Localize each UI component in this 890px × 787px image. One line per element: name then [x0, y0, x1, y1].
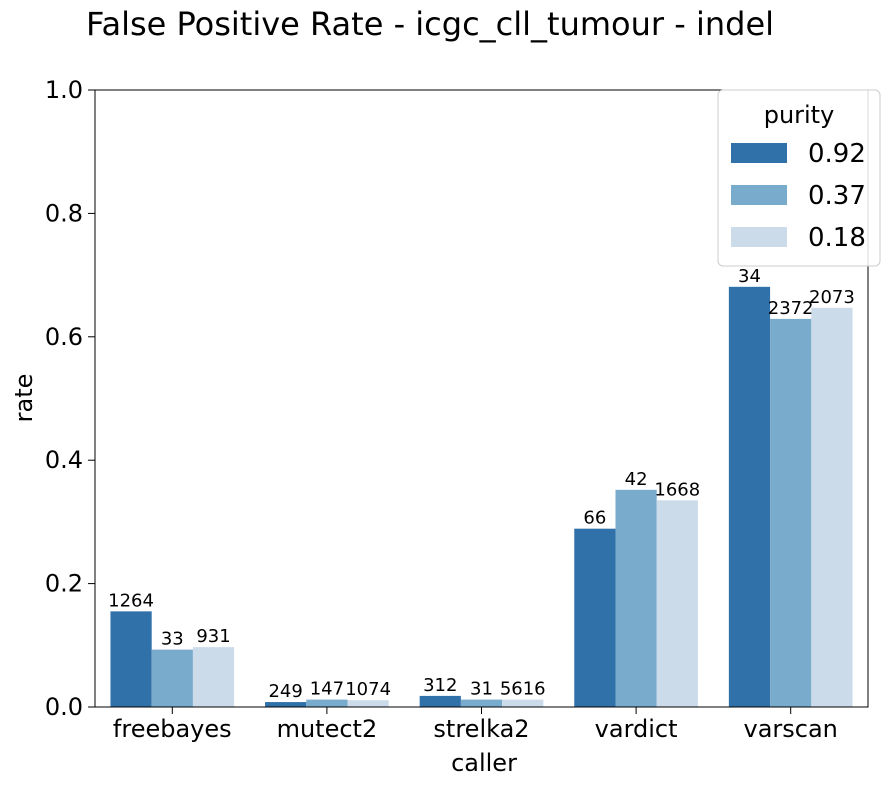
y-tick-label: 0.2	[45, 570, 83, 598]
legend: purity 0.92 0.37 0.18	[717, 89, 881, 267]
bar-data-label: 312	[423, 675, 457, 696]
bar-0.37-freebayes	[151, 649, 193, 707]
y-tick-label: 0.8	[45, 199, 83, 227]
bar-0.92-varscan	[728, 286, 771, 707]
legend-title: purity	[764, 101, 835, 129]
legend-swatch-0.37	[731, 185, 787, 205]
bar-data-label: 931	[196, 626, 230, 647]
x-tick-label: varscan	[743, 715, 837, 743]
y-tick-label: 0.4	[45, 446, 83, 474]
bar-0.18-vardict	[656, 500, 698, 707]
bar-0.92-mutect2	[265, 702, 307, 707]
bar-data-label: 31	[470, 679, 493, 700]
bar-data-label: 66	[583, 508, 606, 529]
plot-frame	[94, 89, 869, 708]
bar-0.37-vardict	[615, 489, 657, 707]
legend-swatch-0.92	[731, 143, 787, 163]
bar-0.37-mutect2	[306, 699, 348, 707]
legend-box	[717, 89, 881, 267]
x-tick-label: strelka2	[433, 715, 529, 743]
chart-title: False Positive Rate - icgc_cll_tumour - …	[86, 5, 774, 43]
bar-0.18-freebayes	[192, 647, 235, 707]
plot-area: 0.0 0.2 0.4 0.6 0.8 1.0 freebayes 1264 33 931 mute…	[45, 76, 855, 743]
legend-entry-label: 0.92	[808, 139, 866, 169]
bar-data-label: 249	[268, 681, 302, 702]
bar-data-label: 1264	[108, 590, 154, 611]
x-tick-label: mutect2	[277, 715, 378, 743]
legend-entry-label: 0.18	[808, 223, 866, 253]
x-tick-label: freebayes	[113, 715, 232, 743]
bar-0.92-vardict	[574, 528, 616, 707]
y-tick-label: 0.0	[45, 693, 83, 721]
x-axis-label: caller	[451, 749, 517, 777]
bar-data-label: 33	[161, 629, 184, 650]
legend-swatch-0.18	[731, 227, 787, 247]
bar-data-label: 1074	[345, 679, 391, 700]
bar-0.92-freebayes	[110, 611, 152, 707]
bar-data-label: 42	[625, 469, 648, 490]
y-tick-label: 0.6	[45, 323, 83, 351]
y-axis-label: rate	[10, 374, 38, 423]
bar-0.18-strelka2	[502, 699, 544, 707]
bar-0.18-mutect2	[347, 700, 389, 707]
bar-data-label: 2073	[809, 287, 855, 308]
bar-data-label: 34	[738, 266, 761, 287]
y-tick-label: 1.0	[45, 76, 83, 104]
bar-data-label: 2372	[768, 298, 814, 319]
bar-data-label: 1668	[654, 479, 700, 500]
bar-data-label: 147	[310, 679, 344, 700]
bar-0.92-strelka2	[419, 695, 461, 707]
legend-entry-label: 0.37	[808, 181, 866, 211]
bar-0.37-strelka2	[460, 699, 503, 707]
bar-0.18-varscan	[811, 307, 853, 707]
x-tick-label: vardict	[595, 715, 678, 743]
bar-0.37-varscan	[770, 318, 812, 707]
bar-data-label: 5616	[500, 679, 546, 700]
